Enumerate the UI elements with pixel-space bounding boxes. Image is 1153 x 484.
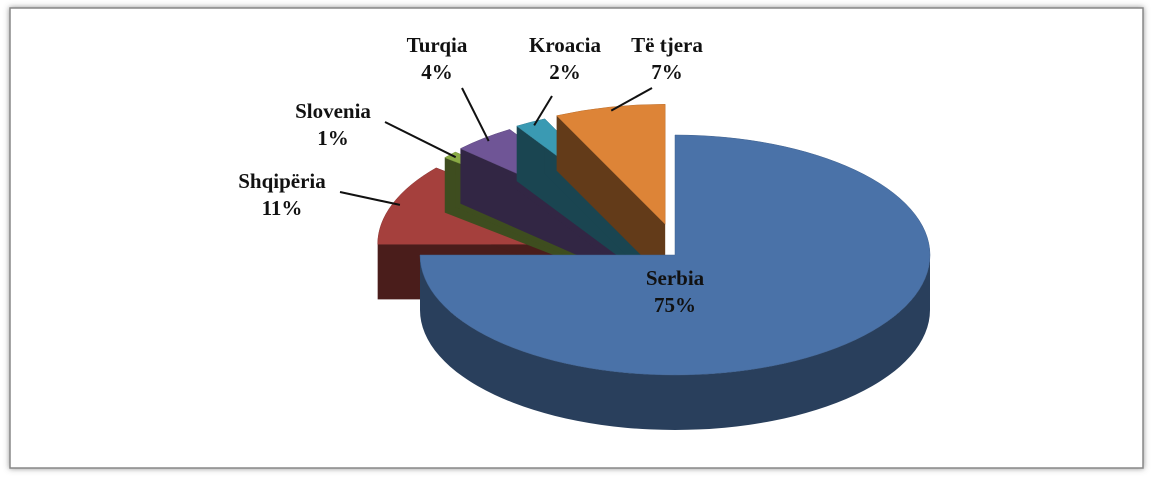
category-label: Shqipëria (238, 169, 326, 193)
leader-line (339, 191, 401, 206)
value-label: 7% (651, 60, 683, 84)
slice-wall (460, 148, 647, 286)
slice-top (419, 134, 931, 376)
category-label: Serbia (646, 266, 705, 290)
value-label: 75% (654, 293, 696, 317)
slice (419, 134, 931, 430)
leader-line (384, 121, 457, 159)
leader-line (610, 87, 653, 112)
value-label: 4% (421, 60, 453, 84)
category-label: Të tjera (631, 33, 703, 57)
slice-wall (556, 115, 666, 280)
leader-line (461, 87, 490, 142)
leader-line (533, 95, 553, 126)
slice (556, 104, 666, 280)
category-label: Kroacia (529, 33, 601, 57)
category-label: Slovenia (295, 99, 371, 123)
slice-side (420, 255, 930, 430)
value-label: 1% (317, 126, 349, 150)
value-label: 2% (549, 60, 581, 84)
category-label: Turqia (407, 33, 468, 57)
slice-top (556, 104, 666, 225)
value-label: 11% (262, 196, 303, 220)
